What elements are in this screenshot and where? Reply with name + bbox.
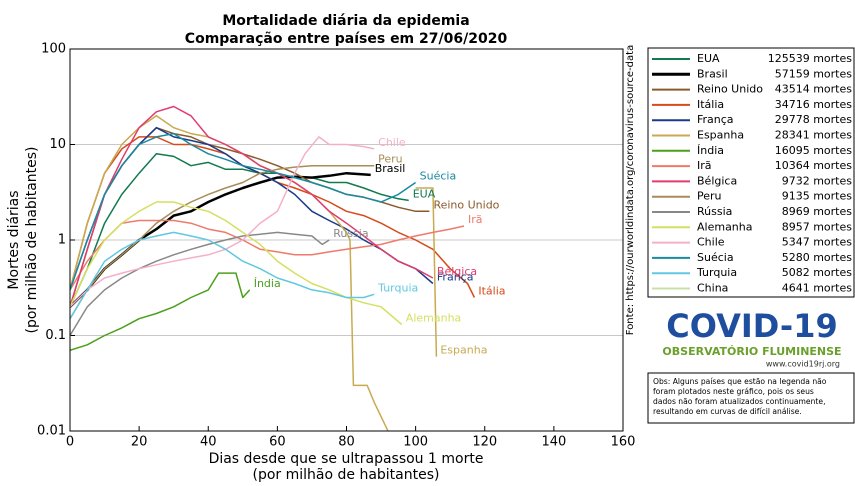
legend-label: Chile	[697, 236, 725, 249]
legend-total: 34716 mortes	[775, 98, 853, 111]
line-end-label: Índia	[254, 277, 281, 290]
legend-label: Alemanha	[697, 220, 753, 233]
line-end-label: Peru	[378, 153, 403, 166]
line-end-label: Turquia	[377, 281, 418, 294]
y-tick-label: 100	[41, 42, 66, 57]
series-line	[70, 164, 375, 320]
line-end-label: Alemanha	[406, 312, 462, 325]
legend-label: Peru	[697, 190, 722, 203]
series-line	[70, 272, 251, 352]
legend-total: 5280 mortes	[782, 251, 853, 264]
note: foram plotados neste gráfico, pois os se…	[653, 387, 814, 396]
x-tick-label: 120	[472, 435, 497, 450]
legend-total: 9135 mortes	[782, 190, 853, 203]
logo-subtitle: OBSERVATÓRIO FLUMINENSE	[662, 345, 841, 358]
series-line	[70, 105, 434, 308]
line-end-label: Espanha	[440, 344, 487, 357]
note: dados não foram atualizados continuament…	[653, 397, 825, 406]
legend-total: 5347 mortes	[782, 236, 853, 249]
legend-total: 9732 mortes	[782, 174, 853, 187]
legend-total: 8969 mortes	[782, 205, 853, 218]
x-tick-label: 100	[403, 435, 428, 450]
line-end-label: Chile	[378, 136, 406, 149]
legend-label: França	[697, 113, 734, 126]
plot-lines	[70, 105, 476, 431]
legend-label: Suécia	[697, 251, 734, 264]
series-line	[70, 153, 409, 308]
note-box	[647, 372, 855, 424]
line-end-label: Itália	[478, 284, 505, 297]
legend-label: China	[697, 282, 728, 295]
note: Obs: Alguns países que estão na legenda …	[653, 377, 827, 386]
y-axis-label: (por milhão de habitantes)	[24, 147, 40, 334]
y-tick-label: 1	[58, 233, 66, 248]
series-line	[70, 132, 417, 291]
series-line	[70, 231, 330, 336]
legend-label: Itália	[697, 98, 724, 111]
legend-total: 125539 mortes	[768, 52, 853, 65]
x-axis-label: (por milhão de habitantes)	[253, 467, 440, 482]
legend-total: 57159 mortes	[775, 67, 853, 80]
x-tick-label: 20	[131, 435, 148, 450]
legend-total: 16095 mortes	[775, 144, 853, 157]
line-end-label: França	[437, 271, 474, 284]
legend-label: Brasil	[697, 67, 728, 80]
y-tick-label: 0.01	[37, 424, 66, 439]
logo-title: COVID-19	[666, 307, 837, 345]
x-axis-label: Dias desde que se ultrapassou 1 morte	[209, 451, 484, 467]
line-end-label: Rússia	[333, 227, 368, 240]
plot-frame	[69, 48, 624, 432]
legend-label: Bélgica	[697, 174, 737, 187]
logo-url: www.covid19rj.org	[766, 360, 840, 369]
line-end-label: Bélgica	[437, 265, 477, 278]
note: resultando em curvas de difícil análise.	[653, 407, 802, 416]
line-end-label: Irã	[468, 213, 483, 226]
legend-total: 5082 mortes	[782, 266, 853, 279]
x-tick-label: 80	[338, 435, 355, 450]
legend-total: 4641 mortes	[782, 282, 853, 295]
y-tick-label: 0.1	[45, 328, 66, 343]
series-line	[70, 219, 465, 291]
line-end-label: Brasil	[375, 162, 406, 175]
series-line	[70, 136, 375, 308]
y-axis-label: Mortes diárias	[6, 190, 22, 289]
legend-label: Reino Unido	[697, 83, 763, 96]
line-end-label: Suécia	[420, 170, 457, 183]
x-tick-label: 0	[66, 435, 74, 450]
legend-total: 8957 mortes	[782, 220, 853, 233]
legend-total: 10364 mortes	[775, 159, 853, 172]
chart-subtitle: Comparação entre países em 27/06/2020	[185, 31, 508, 47]
line-end-label: EUA	[413, 187, 436, 200]
source: Fonte: https://ourworldindata.org/corona…	[625, 45, 636, 335]
legend-label: Índia	[697, 144, 724, 157]
legend-label: EUA	[697, 52, 720, 65]
legend-total: 29778 mortes	[775, 113, 853, 126]
x-tick-label: 160	[611, 435, 636, 450]
line-end-label: Reino Unido	[433, 198, 499, 211]
legend-total: 28341 mortes	[775, 129, 853, 142]
legend-label: Espanha	[697, 129, 744, 142]
x-tick-label: 140	[541, 435, 566, 450]
legend-label: Rússia	[697, 205, 732, 218]
series-line	[70, 231, 375, 320]
legend-label: Turquia	[696, 266, 737, 279]
x-tick-label: 40	[200, 435, 217, 450]
chart-title: Mortalidade diária da epidemia	[222, 13, 469, 29]
legend-total: 43514 mortes	[775, 83, 853, 96]
y-tick-label: 10	[49, 137, 66, 152]
x-tick-label: 60	[269, 435, 286, 450]
legend-label: Irã	[697, 159, 712, 172]
